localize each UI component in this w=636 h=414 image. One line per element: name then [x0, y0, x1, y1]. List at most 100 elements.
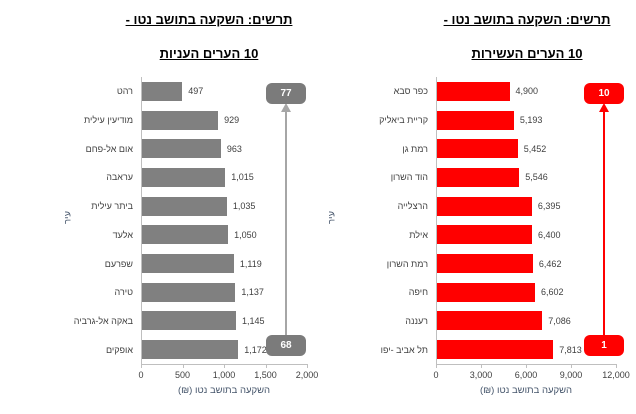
x-tick-mark — [141, 364, 142, 368]
chart-panel-poorest-cities: תרשים: השקעה בתושב נטו - 10 הערים העניות… — [63, 12, 319, 396]
x-tick-label: 12,000 — [602, 370, 630, 380]
value-label: 1,050 — [234, 229, 257, 240]
x-tick-label: 9,000 — [559, 370, 583, 380]
value-label: 1,172 — [244, 344, 267, 355]
chart-title-line1: תרשים: השקעה בתושב נטו - — [443, 12, 611, 27]
category-label: רמת השרון — [386, 258, 428, 269]
value-label: 1,137 — [241, 287, 264, 298]
bar — [436, 110, 514, 130]
x-tick-mark — [265, 364, 267, 368]
bar — [141, 254, 234, 274]
x-tick-label: 2,000 — [295, 370, 319, 380]
bar — [141, 110, 219, 130]
category-label: עראבה — [106, 172, 133, 183]
category-label: באקה אל-גרביה — [73, 315, 133, 326]
value-label: 963 — [226, 143, 242, 154]
category-label: קריית ביאליק — [379, 115, 428, 126]
chart-title-line2: 10 הערים העשירות — [471, 46, 583, 61]
category-label: חיפה — [408, 287, 428, 298]
value-label: 497 — [188, 86, 204, 97]
category-label: אופקים — [105, 344, 133, 355]
value-label: 7,086 — [548, 315, 571, 326]
rank-badge-top: 77 — [266, 83, 306, 104]
bar — [436, 167, 520, 187]
bar — [141, 340, 239, 360]
category-label: רהט — [116, 86, 133, 97]
value-label: 5,452 — [523, 143, 547, 154]
x-axis-title: השקעה בתושב נטו (₪) — [177, 385, 271, 396]
value-label: 7,813 — [559, 344, 582, 355]
x-tick-label: 0 — [433, 370, 439, 380]
x-tick-mark — [481, 364, 482, 368]
category-label: הרצלייה — [397, 201, 428, 212]
rank-arrow-head-icon — [599, 103, 609, 112]
x-tick-mark — [616, 364, 617, 368]
x-tick-label: 6,000 — [514, 370, 538, 380]
x-tick-label: 0 — [138, 370, 144, 380]
x-tick-mark — [224, 364, 225, 368]
bar — [141, 196, 227, 216]
category-label: הוד השרון — [390, 172, 428, 183]
category-label: טירה — [114, 287, 133, 298]
x-axis-line — [436, 364, 616, 365]
bar — [436, 311, 543, 331]
x-axis-title: השקעה בתושב נטו (₪) — [479, 385, 573, 396]
x-tick-mark — [182, 364, 184, 368]
chart-panel-richest-cities: תרשים: השקעה בתושב נטו - 10 הערים העשירו… — [318, 0, 636, 414]
rank-arrow — [603, 112, 605, 335]
bar — [436, 81, 510, 101]
rank-arrow-head-icon — [281, 103, 291, 112]
category-label: אלעד — [112, 229, 133, 240]
x-tick-label: 1,500 — [254, 370, 277, 380]
bar — [141, 81, 183, 101]
bar — [141, 311, 237, 331]
category-label: מודיעין עילית — [84, 115, 133, 126]
value-label: 5,546 — [525, 172, 548, 183]
value-label: 6,395 — [537, 201, 561, 212]
bar — [436, 282, 536, 302]
value-label: 6,462 — [538, 258, 562, 269]
value-label: 929 — [224, 115, 240, 126]
category-label: רעננה — [405, 315, 428, 326]
x-tick-label: 3,000 — [469, 370, 493, 380]
x-tick-mark — [526, 364, 527, 368]
category-label: אילת — [409, 229, 428, 240]
category-label: שפרעם — [104, 258, 133, 269]
bar — [141, 225, 229, 245]
category-label: כפר סבא — [393, 86, 428, 97]
x-tick-mark — [571, 364, 572, 368]
value-label: 4,900 — [515, 86, 539, 97]
value-label: 1,035 — [232, 201, 256, 212]
value-label: 5,193 — [519, 115, 543, 126]
category-label: אום אל-פחם — [85, 143, 133, 154]
category-label: תל אביב -יפו — [380, 344, 428, 355]
bar — [436, 254, 533, 274]
value-label: 6,400 — [538, 229, 561, 240]
value-label: 6,602 — [541, 287, 564, 298]
x-tick-mark — [307, 364, 308, 368]
rank-badge-bottom: 1 — [584, 335, 624, 356]
rank-badge-bottom: 68 — [266, 335, 306, 356]
bar — [141, 282, 236, 302]
chart-title: תרשים: השקעה בתושב נטו - 10 הערים העניות — [0, 12, 418, 61]
category-label: רמת גן — [402, 143, 428, 154]
chart-title: תרשים: השקעה בתושב נטו - 10 הערים העשירו… — [318, 12, 636, 61]
bar — [141, 167, 226, 187]
value-label: 1,145 — [242, 315, 265, 326]
x-tick-label: 500 — [174, 370, 191, 380]
rank-badge-top: 10 — [584, 83, 624, 104]
y-axis-line — [141, 77, 142, 364]
rank-arrow — [285, 112, 287, 335]
value-label: 1,015 — [231, 172, 254, 183]
y-axis-line — [436, 77, 437, 364]
bar — [436, 225, 532, 245]
x-axis-line — [141, 364, 307, 365]
x-tick-label: 1,000 — [212, 370, 236, 380]
chart-title-line1: תרשים: השקעה בתושב נטו - — [125, 12, 293, 27]
bar — [436, 139, 518, 159]
bar — [436, 340, 554, 360]
category-label: ביתר עילית — [91, 201, 133, 212]
bar — [436, 196, 532, 216]
value-label: 1,119 — [239, 258, 262, 269]
bar — [141, 139, 221, 159]
